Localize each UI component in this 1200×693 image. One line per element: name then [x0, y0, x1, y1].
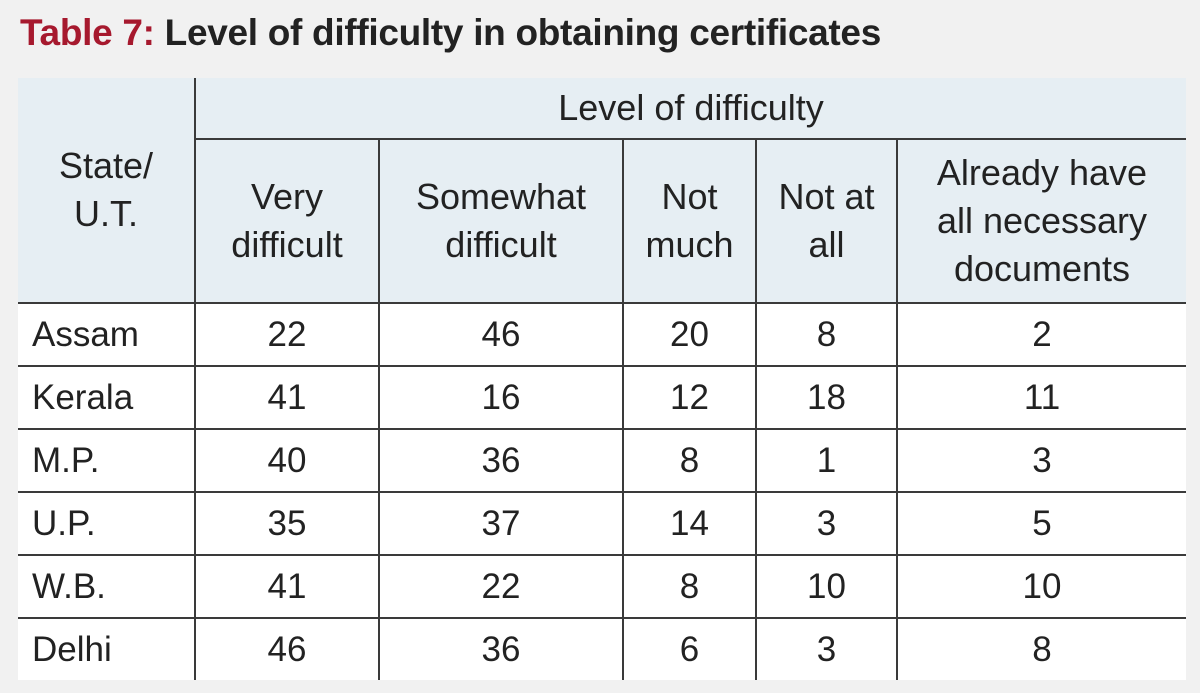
state-cell: W.B. — [18, 554, 195, 618]
table-row: M.P. 40 36 8 1 3 — [18, 428, 1186, 492]
group-header: Level of difficulty — [194, 78, 1186, 139]
column-header-line: documents — [953, 248, 1131, 289]
column-header-line: all — [808, 224, 845, 265]
value-cell: 35 — [194, 491, 379, 555]
value-cell: 11 — [896, 365, 1186, 429]
value-cell: 18 — [755, 365, 897, 429]
table-number: Table 7: — [20, 12, 155, 53]
column-header-line: difficult — [231, 224, 343, 265]
value-cell: 36 — [378, 617, 623, 680]
value-cell: 22 — [378, 554, 623, 618]
value-cell: 8 — [622, 428, 756, 492]
table-row: Kerala 41 16 12 18 11 — [18, 365, 1186, 429]
value-cell: 10 — [755, 554, 897, 618]
column-header-line: all necessary — [936, 200, 1148, 241]
value-cell: 12 — [622, 365, 756, 429]
column-header-line: Not — [661, 176, 718, 217]
value-cell: 8 — [896, 617, 1186, 680]
table-title: Table 7: Level of difficulty in obtainin… — [20, 12, 881, 54]
value-cell: 6 — [622, 617, 756, 680]
column-header-line: difficult — [445, 224, 557, 265]
state-cell: Delhi — [18, 617, 195, 680]
value-cell: 3 — [755, 617, 897, 680]
column-header-line: Very — [250, 176, 324, 217]
value-cell: 8 — [755, 302, 897, 366]
column-header-line: much — [645, 224, 734, 265]
column-header-line: Already have — [936, 152, 1148, 193]
value-cell: 3 — [755, 491, 897, 555]
column-header: Somewhat difficult — [378, 138, 623, 303]
column-header: Very difficult — [194, 138, 379, 303]
table-row: Delhi 46 36 6 3 8 — [18, 617, 1186, 680]
column-header: Already have all necessary documents — [896, 138, 1186, 303]
column-header: Not much — [622, 138, 756, 303]
column-header: Not at all — [755, 138, 897, 303]
state-cell: M.P. — [18, 428, 195, 492]
value-cell: 10 — [896, 554, 1186, 618]
value-cell: 46 — [194, 617, 379, 680]
state-header-line: U.T. — [73, 193, 138, 234]
value-cell: 40 — [194, 428, 379, 492]
state-column-header: State/ U.T. — [18, 78, 195, 303]
table-row: U.P. 35 37 14 3 5 — [18, 491, 1186, 555]
value-cell: 22 — [194, 302, 379, 366]
state-header-line: State/ — [58, 145, 154, 186]
value-cell: 5 — [896, 491, 1186, 555]
value-cell: 41 — [194, 554, 379, 618]
table-row: Assam 22 46 20 8 2 — [18, 302, 1186, 366]
state-cell: U.P. — [18, 491, 195, 555]
value-cell: 8 — [622, 554, 756, 618]
value-cell: 36 — [378, 428, 623, 492]
value-cell: 46 — [378, 302, 623, 366]
value-cell: 14 — [622, 491, 756, 555]
state-cell: Kerala — [18, 365, 195, 429]
table-row: W.B. 41 22 8 10 10 — [18, 554, 1186, 618]
value-cell: 16 — [378, 365, 623, 429]
table-caption: Level of difficulty in obtaining certifi… — [164, 12, 882, 53]
value-cell: 41 — [194, 365, 379, 429]
column-header-line: Somewhat — [415, 176, 587, 217]
value-cell: 20 — [622, 302, 756, 366]
state-cell: Assam — [18, 302, 195, 366]
value-cell: 2 — [896, 302, 1186, 366]
difficulty-table: State/ U.T. Level of difficulty Very dif… — [18, 78, 1186, 680]
value-cell: 37 — [378, 491, 623, 555]
value-cell: 3 — [896, 428, 1186, 492]
column-header-line: Not at — [778, 176, 875, 217]
value-cell: 1 — [755, 428, 897, 492]
